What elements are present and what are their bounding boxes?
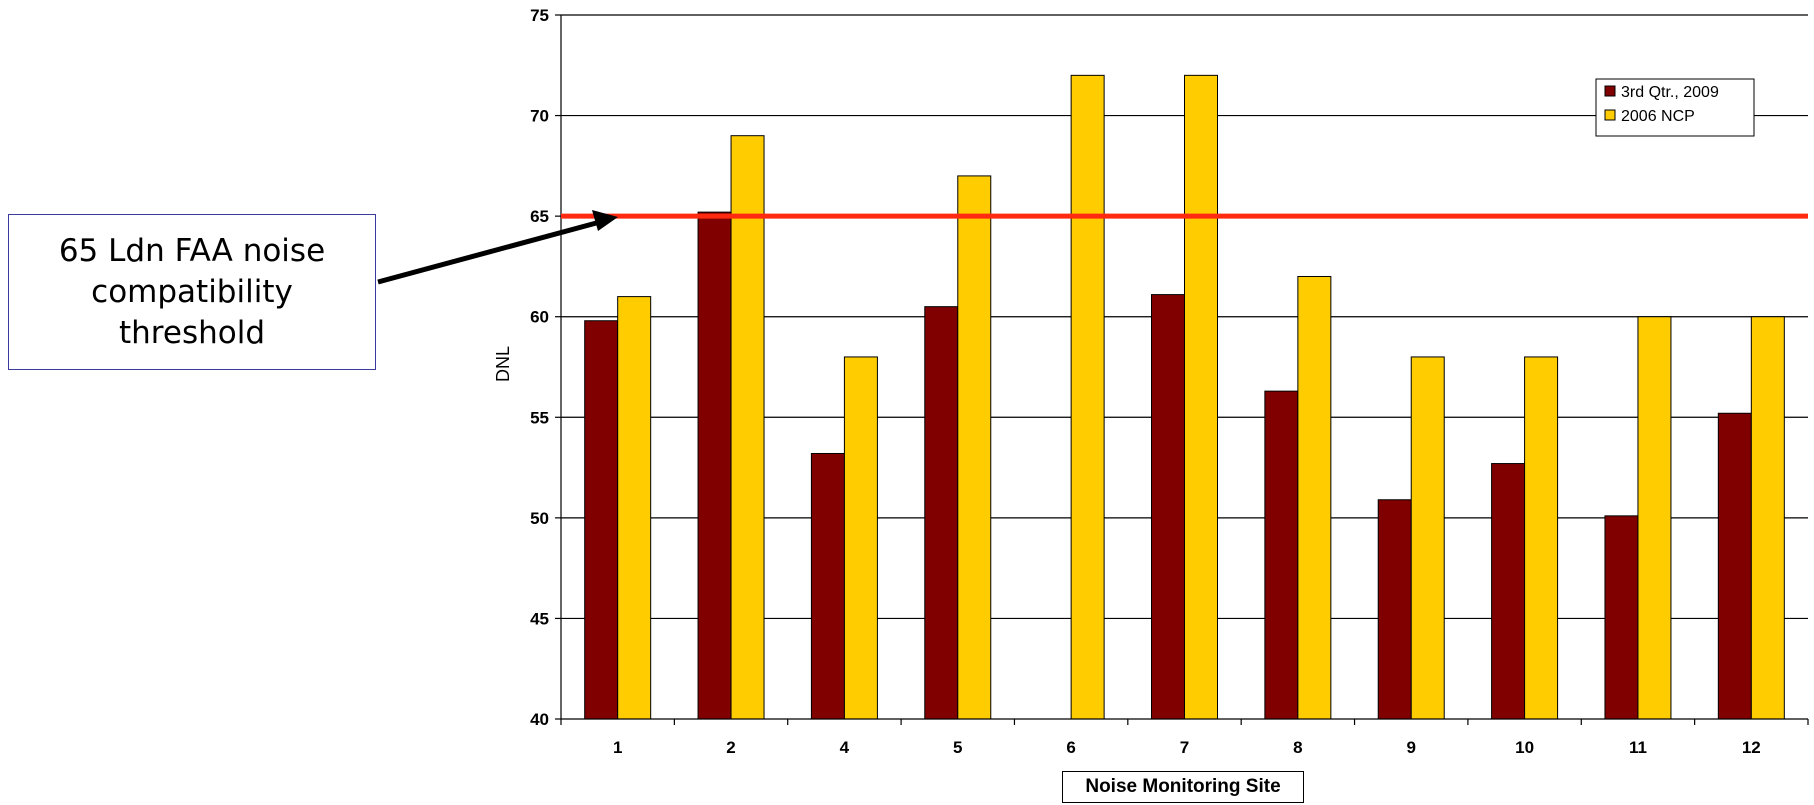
legend-label-2006-ncp: 2006 NCP <box>1621 108 1695 125</box>
x-tick-labels: 1 2 4 5 6 7 8 9 10 11 12 <box>613 738 1761 757</box>
bar-ncp-2006-site-12 <box>1750 316 1785 720</box>
legend-swatch-2006-ncp <box>1604 109 1616 121</box>
bar-qtr3-2009-site-12 <box>1717 412 1752 720</box>
y-tick-label-65: 65 <box>530 207 549 226</box>
bar-ncp-2006-site-5 <box>957 175 992 720</box>
bar-ncp-2006-site-11 <box>1637 316 1672 720</box>
bar-qtr3-2009-site-4 <box>810 452 845 720</box>
legend-box <box>1595 78 1755 137</box>
threshold-callout-text: 65 Ldn FAA noise compatibility threshold <box>58 232 326 351</box>
axes <box>555 14 1809 725</box>
bar-ncp-2006-site-6 <box>1070 74 1105 720</box>
bar-qtr3-2009-site-5 <box>924 306 959 720</box>
legend-swatch-3rd-qtr-2009 <box>1604 85 1616 97</box>
x-tick-label-8: 8 <box>1293 738 1302 757</box>
x-axis-label-text: Noise Monitoring Site <box>1085 776 1281 797</box>
threshold-callout: 65 Ldn FAA noise compatibility threshold <box>8 214 376 370</box>
y-tick-label-40: 40 <box>530 710 549 729</box>
x-tick-label-10: 10 <box>1515 738 1534 757</box>
x-tick-label-12: 12 <box>1742 738 1761 757</box>
bar-qtr3-2009-site-1 <box>584 320 619 720</box>
x-tick-label-11: 11 <box>1629 738 1647 757</box>
x-tick-label-1: 1 <box>613 738 622 757</box>
arrowhead-icon <box>592 210 618 231</box>
x-tick-label-7: 7 <box>1180 738 1189 757</box>
bars <box>584 74 1785 720</box>
bar-ncp-2006-site-7 <box>1184 74 1218 720</box>
legend: 3rd Qtr., 2009 2006 NCP <box>1595 78 1755 137</box>
x-tick-label-6: 6 <box>1066 738 1075 757</box>
x-tick-label-5: 5 <box>953 738 962 757</box>
bar-qtr3-2009-site-9 <box>1377 499 1412 720</box>
bar-qtr3-2009-site-8 <box>1264 390 1299 720</box>
bar-ncp-2006-site-10 <box>1524 356 1559 720</box>
bar-ncp-2006-site-2 <box>730 135 765 720</box>
bar-qtr3-2009-site-7 <box>1151 294 1185 720</box>
callout-arrow-line <box>377 219 601 285</box>
x-tick-label-2: 2 <box>726 738 735 757</box>
bar-ncp-2006-site-4 <box>843 356 878 720</box>
y-tick-label-60: 60 <box>530 308 549 327</box>
legend-label-3rd-qtr-2009: 3rd Qtr., 2009 <box>1621 84 1719 101</box>
y-tick-label-75: 75 <box>530 6 549 25</box>
bar-qtr3-2009-site-11 <box>1604 515 1639 720</box>
y-tick-label-50: 50 <box>530 509 549 528</box>
bar-qtr3-2009-site-10 <box>1491 463 1526 720</box>
y-tick-label-55: 55 <box>530 408 549 427</box>
bar-ncp-2006-site-1 <box>617 296 652 720</box>
y-tick-label-45: 45 <box>530 609 549 628</box>
x-tick-label-4: 4 <box>840 738 850 757</box>
bar-ncp-2006-site-9 <box>1410 356 1445 720</box>
x-tick-label-9: 9 <box>1406 738 1415 757</box>
y-tick-label-70: 70 <box>530 107 549 126</box>
y-axis-label: DNL <box>493 346 513 382</box>
callout-arrow <box>377 210 618 285</box>
x-axis-label: Noise Monitoring Site <box>1062 771 1304 803</box>
bar-qtr3-2009-site-2 <box>697 211 732 720</box>
bar-ncp-2006-site-8 <box>1297 275 1332 720</box>
y-tick-labels: 40 45 50 55 60 65 70 75 <box>530 6 549 729</box>
